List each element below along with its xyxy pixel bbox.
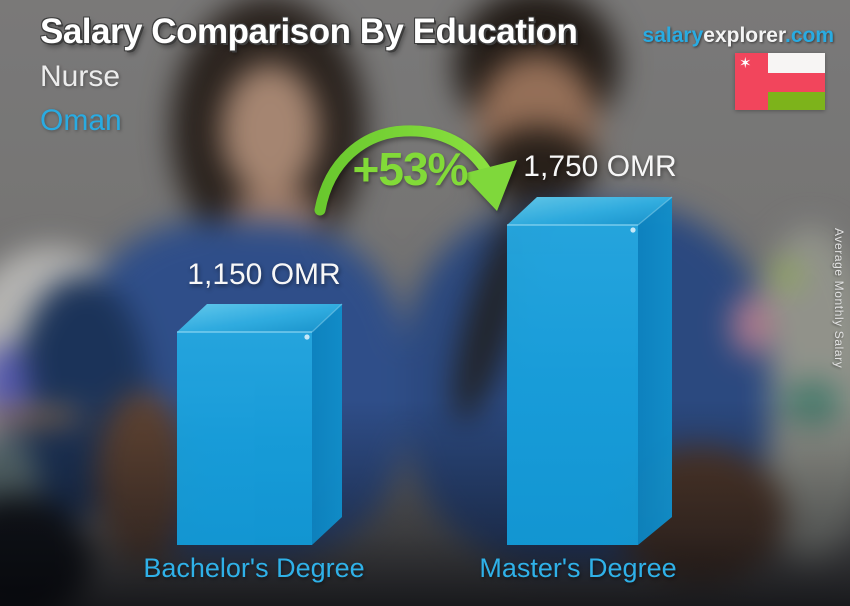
job-title: Nurse (40, 60, 121, 93)
page-title: Salary Comparison By Education (40, 12, 578, 51)
bar-bachelors-bevel-side (311, 303, 343, 333)
country-name: Oman (40, 104, 122, 137)
bar-bachelors-degree (177, 303, 343, 545)
percent-increase-label: +53% (352, 143, 469, 195)
oman-emblem-icon: ✶ (739, 55, 752, 72)
increase-arrow (314, 125, 517, 216)
brand-salary: salary (642, 24, 704, 47)
brand-domain: .com (784, 24, 834, 47)
flag-white-stripe (768, 53, 825, 73)
y-axis-label: Average Monthly Salary (832, 228, 846, 369)
oman-flag-icon: ✶ (735, 53, 825, 110)
bar-bachelors-side-face (312, 304, 342, 545)
category-label-masters: Master's Degree (479, 553, 677, 583)
flag-green-stripe (768, 92, 825, 110)
bar-masters-corner-highlight (630, 227, 636, 233)
bar-masters-front-face (507, 225, 638, 545)
bar-masters-degree (507, 196, 673, 545)
category-label-bachelors: Bachelor's Degree (143, 553, 365, 583)
bar-bachelors-top-face (177, 304, 342, 332)
value-label-masters: 1,750 OMR (523, 150, 677, 183)
brand-logo[interactable]: salaryexplorer.com (643, 24, 834, 48)
bar-bachelors-corner-highlight (304, 334, 310, 340)
bar-bachelors-front-face (177, 332, 312, 545)
bar-masters-bevel-side (637, 196, 673, 226)
increase-arrow-arc (314, 125, 493, 216)
bar-masters-side-face (638, 197, 672, 545)
value-label-bachelors: 1,150 OMR (187, 258, 341, 291)
increase-arrow-head-icon (462, 160, 517, 211)
brand-explorer: explorer (703, 24, 785, 47)
bar-masters-top-face (507, 197, 672, 225)
